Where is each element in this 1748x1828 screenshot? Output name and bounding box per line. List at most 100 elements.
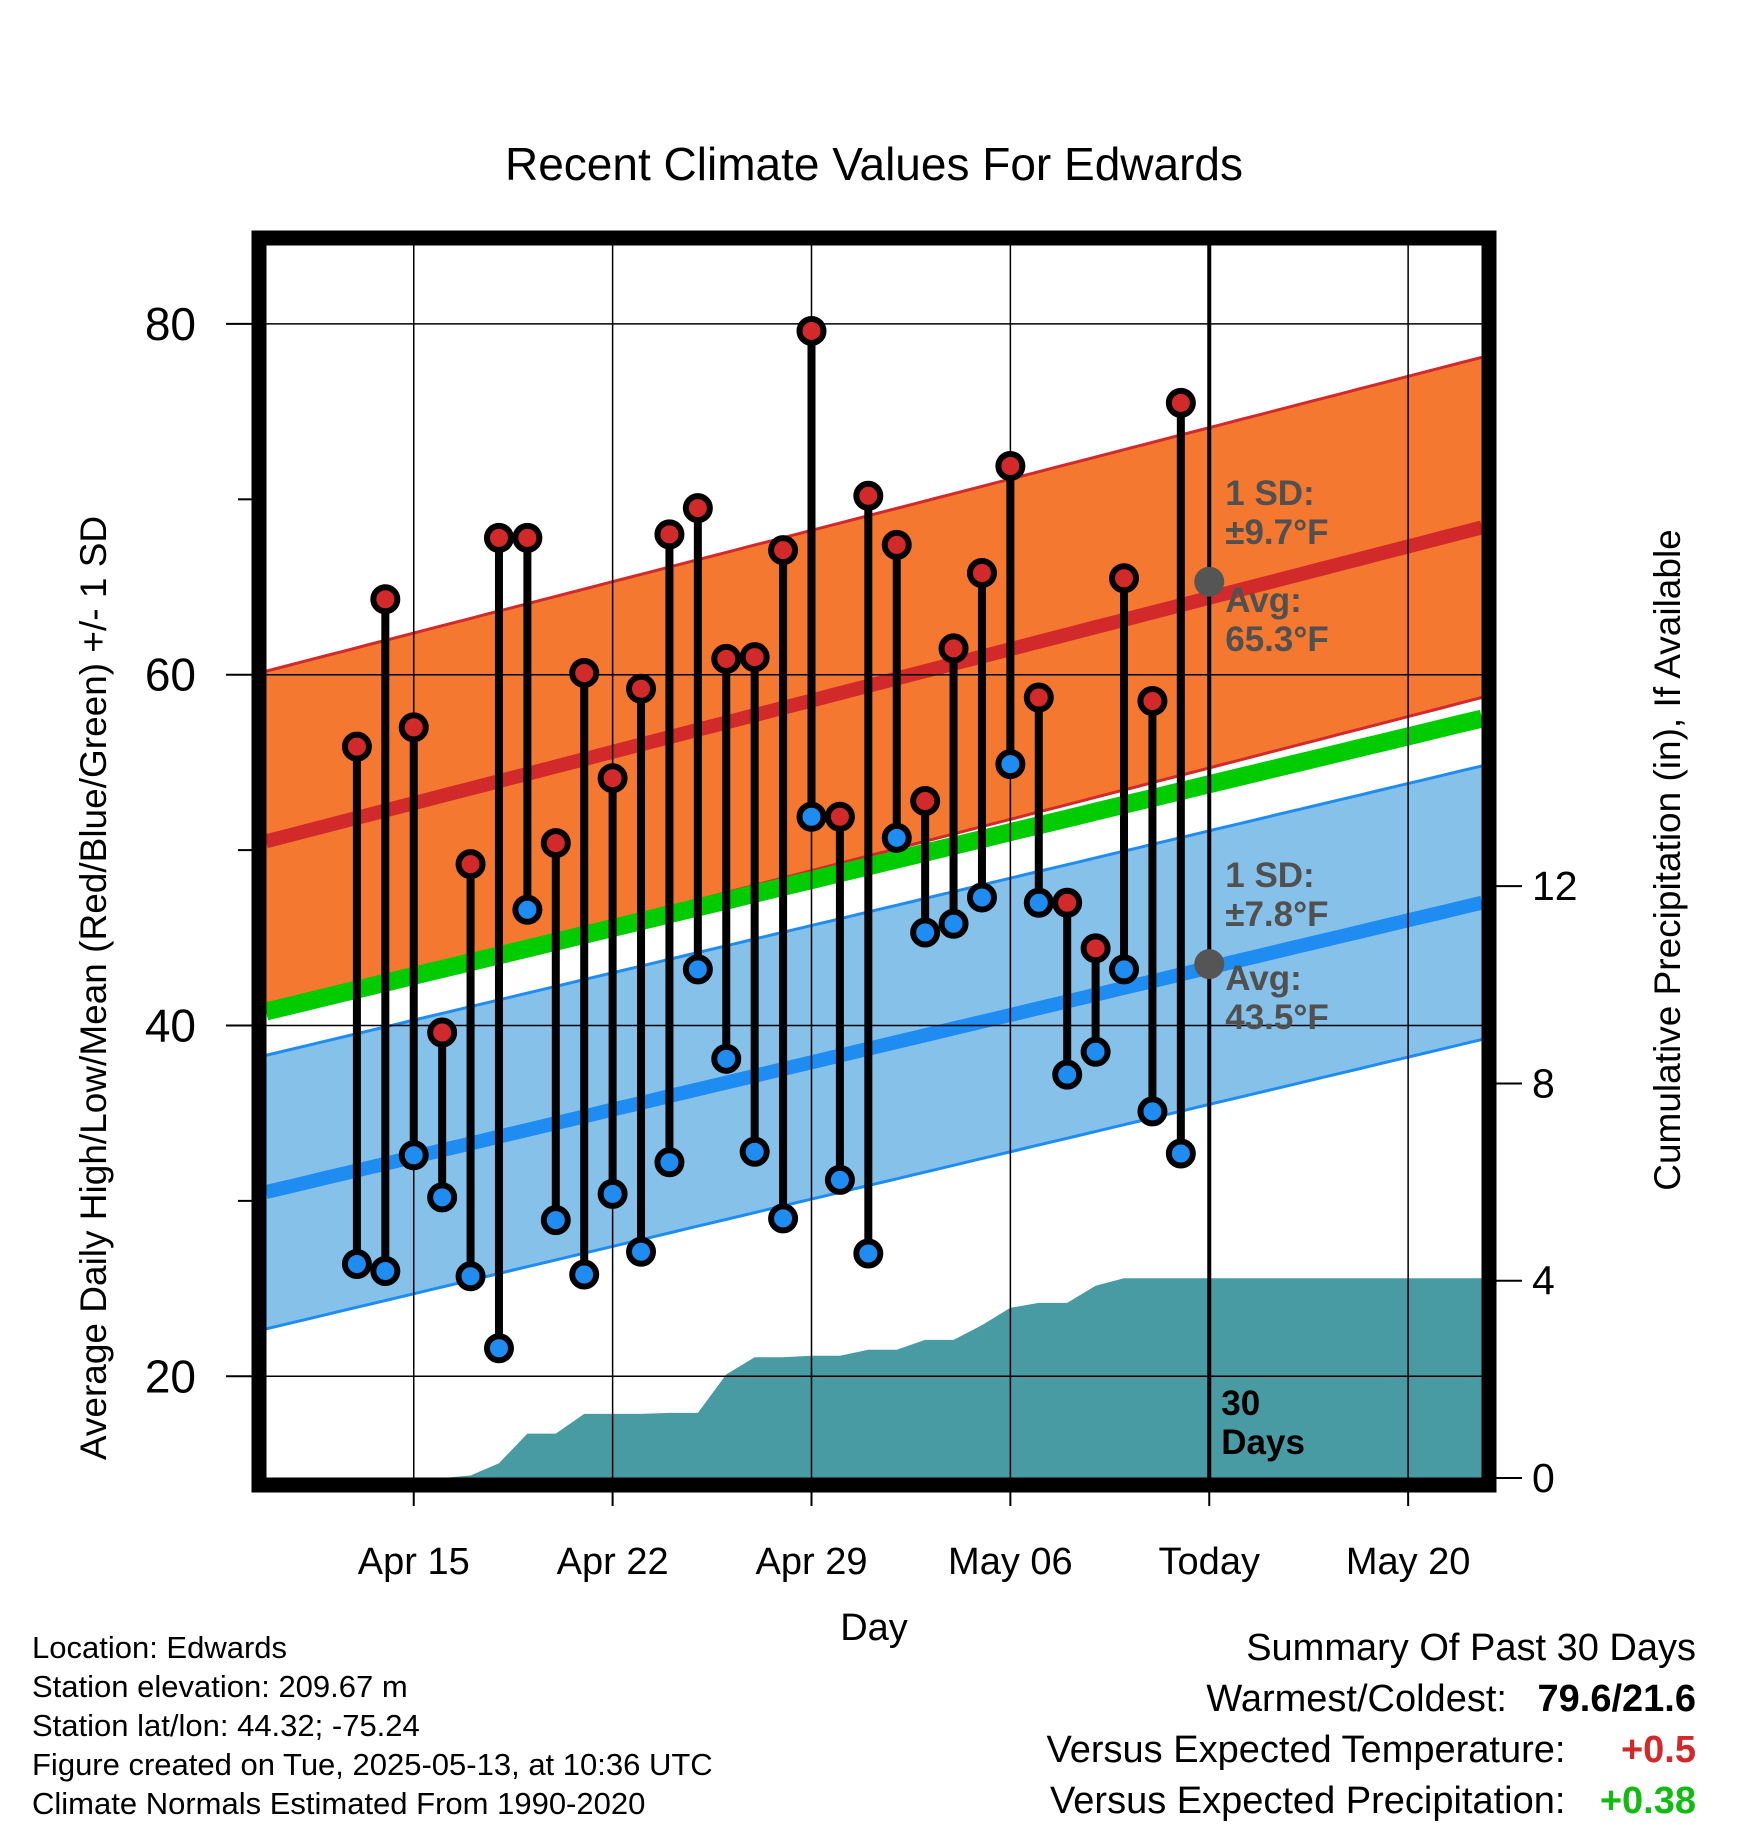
latlon-text: Station lat/lon: 44.32; -75.24 [32,1708,420,1743]
daily-high-point [569,657,600,688]
high-upper-line [266,355,1482,673]
high-sd-annotation: 1 SD: [1225,474,1314,513]
daily-low-point [824,1164,855,1195]
day-bar [512,522,543,925]
low-avg-annotation: Avg: [1225,959,1301,998]
x-axis-label: Day [840,1607,908,1649]
daily-low-point [1165,1138,1196,1169]
daily-high-point [1023,682,1054,713]
day-bar [483,522,514,1364]
x-tick-label: Today [1159,1541,1260,1583]
day-bar [853,480,884,1269]
daily-high-point [796,315,827,346]
summary-title: Summary Of Past 30 Days [1246,1627,1696,1669]
created-text: Figure created on Tue, 2025-05-13, at 10… [32,1747,713,1782]
daily-high-point [824,801,855,832]
daily-high-point [768,535,799,566]
day-bar [398,712,429,1171]
day-bar [1052,887,1083,1090]
day-bar [711,643,742,1074]
y2-tick-label: 12 [1532,863,1578,909]
chart-title: Recent Climate Values For Edwards [505,138,1243,190]
y2-tick-label: 8 [1532,1060,1555,1106]
y-tick-label: 20 [145,1350,196,1402]
daily-low-point [995,749,1026,780]
daily-high-point [881,529,912,560]
daily-low-point [597,1178,628,1209]
daily-high-point [711,643,742,674]
y-tick-label: 40 [145,999,196,1051]
daily-high-point [1080,933,1111,964]
day-bar [938,633,969,939]
day-bar [370,584,401,1287]
x-tick-label: Apr 15 [358,1541,470,1583]
daily-low-point [739,1136,770,1167]
daily-high-point [483,522,514,553]
low-avg-annotation: 43.5°F [1225,998,1329,1037]
precip-area [266,1278,1482,1478]
day-bar [1023,682,1054,918]
daily-low-point [483,1333,514,1364]
elevation-text: Station elevation: 209.67 m [32,1669,408,1704]
warm-cold-value: 79.6/21.6 [1537,1678,1696,1720]
x-tick-label: Apr 22 [557,1541,669,1583]
daily-low-point [796,801,827,832]
day-bar [654,519,685,1178]
day-bar [455,849,486,1292]
precip-value: +0.38 [1599,1780,1696,1822]
daily-low-point [341,1249,372,1280]
station-info: Location: Edwards Station elevation: 209… [32,1628,713,1823]
day-bar [427,1017,458,1213]
daily-low-point [1080,1036,1111,1067]
daily-high-point [1052,887,1083,918]
daily-low-point [512,894,543,925]
daily-low-point [427,1182,458,1213]
summary-warm-cold: Warmest/Coldest: 79.6/21.6 [1047,1674,1696,1725]
summary-precip: Versus Expected Precipitation: +0.38 [1047,1776,1696,1827]
day-bar [796,315,827,832]
y2-tick-label: 0 [1532,1455,1555,1501]
daily-high-point [654,519,685,550]
day-bar [626,673,657,1267]
high-avg-marker [1194,566,1225,597]
y-tick-label: 80 [145,298,196,350]
daily-low-point [881,822,912,853]
plot-frame [251,230,1497,1493]
daily-low-point [1052,1059,1083,1090]
daily-low-point [569,1259,600,1290]
normals-text: Climate Normals Estimated From 1990-2020 [32,1786,646,1821]
precip-label: Versus Expected Precipitation: [1050,1780,1566,1822]
daily-high-point [455,849,486,880]
day-bar [739,642,770,1167]
daily-high-point [398,712,429,743]
daily-low-point [1137,1096,1168,1127]
daily-low-point [682,954,713,985]
low-avg-marker [1194,949,1225,980]
precipitation-area [266,1278,1482,1478]
day-bar [540,828,571,1236]
high-avg-annotation: 65.3°F [1225,620,1329,659]
day-bar [1165,387,1196,1169]
y2-tick-label: 4 [1532,1258,1555,1304]
daily-high-point [995,450,1026,481]
daily-low-point [1109,954,1140,985]
daily-high-point [626,673,657,704]
daily-high-point [597,763,628,794]
daily-high-point [512,522,543,553]
y-tick-label: 60 [145,649,196,701]
daily-high-point [341,731,372,762]
plot-border [251,230,1497,1493]
daily-high-point [739,642,770,673]
axes: Apr 15 Apr 22 Apr 29 May 06 Today May 2020406… [145,298,1578,1583]
high-mean-line [266,520,1482,849]
location-text: Location: Edwards [32,1630,288,1665]
high-avg-annotation: Avg: [1225,581,1301,620]
low-sd-annotation: ±7.8°F [1225,895,1328,934]
period-annotation: Days [1221,1423,1305,1462]
day-bar [768,535,799,1234]
day-bar [1109,563,1140,985]
day-bar [682,493,713,985]
daily-high-point [540,828,571,859]
